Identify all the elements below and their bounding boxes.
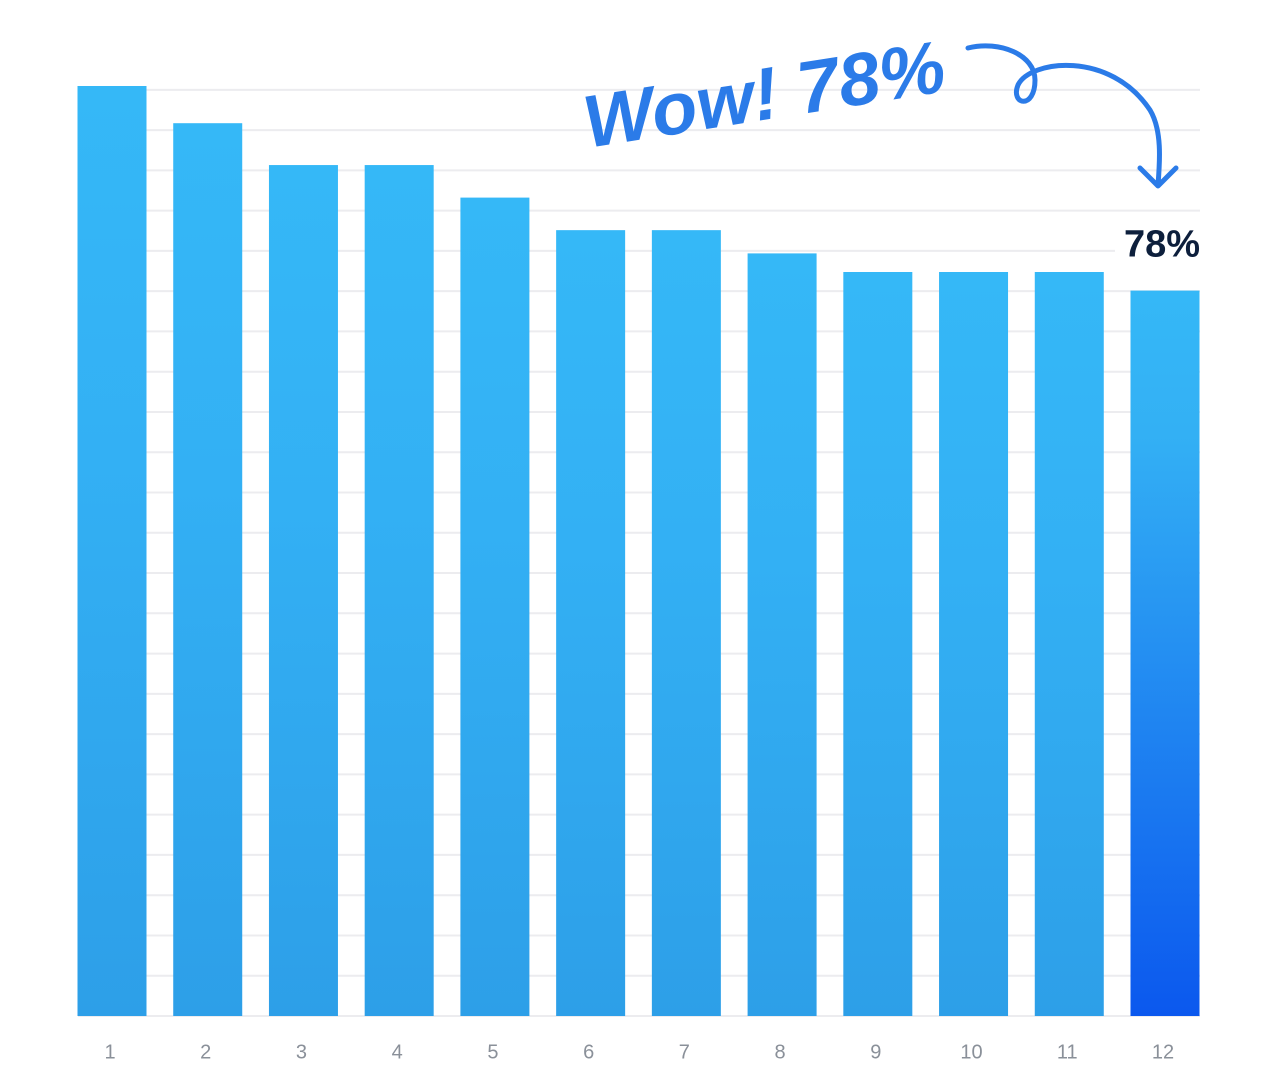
- value-label: 78%: [1124, 224, 1200, 266]
- value-label-bg: [1115, 218, 1211, 271]
- bar: [939, 272, 1009, 1016]
- x-tick-label: 10: [960, 1041, 982, 1063]
- bar: [843, 272, 913, 1016]
- x-tick-label: 11: [1057, 1041, 1078, 1063]
- x-tick-label: 12: [1152, 1041, 1174, 1063]
- bar: [364, 165, 434, 1017]
- bar: [77, 86, 147, 1016]
- annotation: Wow! 78%: [578, 25, 951, 164]
- x-tick-label: 8: [775, 1041, 786, 1063]
- x-tick-label: 5: [487, 1041, 498, 1063]
- x-tick-label: 6: [583, 1041, 594, 1063]
- x-tick-label: 9: [870, 1041, 881, 1063]
- bar: [651, 230, 721, 1016]
- bar: [460, 197, 530, 1017]
- bar: [556, 230, 626, 1016]
- bars: [77, 86, 1200, 1017]
- x-tick-label: 7: [679, 1041, 690, 1063]
- x-tick-label: 2: [200, 1041, 211, 1063]
- x-tick-label: 1: [104, 1041, 115, 1063]
- bar: [1034, 272, 1104, 1016]
- bar: [747, 253, 817, 1016]
- bar: [1130, 290, 1200, 1017]
- annotation-arrow: [965, 43, 1179, 189]
- bar: [173, 123, 243, 1016]
- x-tick-label: 3: [296, 1041, 307, 1063]
- x-tick-label: 4: [392, 1041, 403, 1063]
- grid: [78, 88, 1200, 1017]
- bar: [268, 165, 338, 1017]
